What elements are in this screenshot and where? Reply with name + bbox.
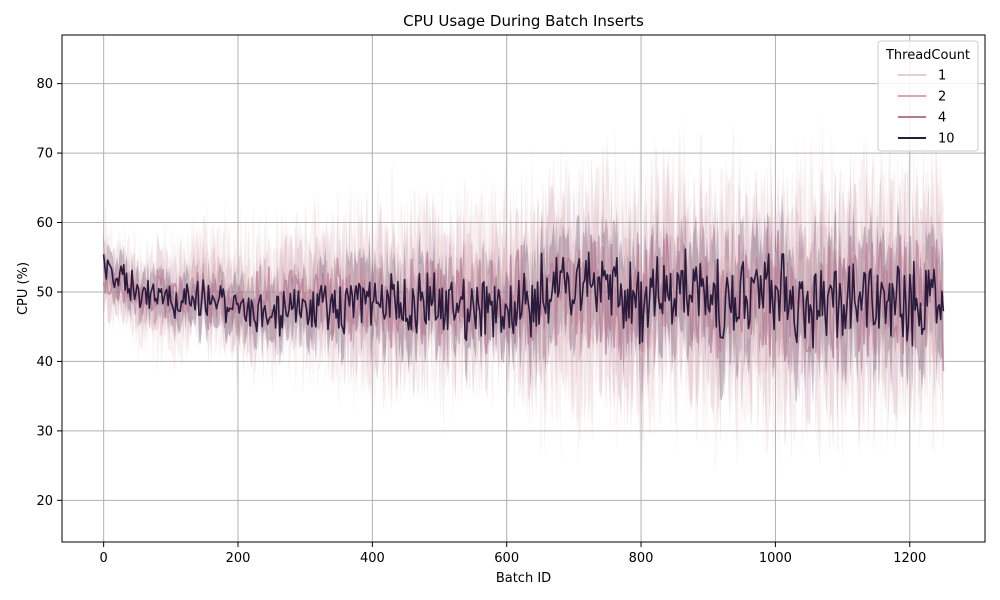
series-line-10: [102, 248, 945, 349]
x-tick-label: 600: [494, 551, 519, 566]
legend-label-1: 1: [938, 69, 946, 84]
legend-label-10: 10: [938, 132, 955, 147]
x-tick-label: 200: [226, 551, 251, 566]
legend-items: 1 2 4 10: [898, 69, 955, 147]
y-tick-label: 50: [36, 285, 53, 300]
x-tick-label: 400: [360, 551, 385, 566]
legend-label-4: 4: [938, 111, 946, 126]
legend-title: ThreadCount: [885, 48, 970, 63]
y-axis-title: CPU (%): [16, 262, 31, 315]
x-tick-label: 0: [100, 551, 108, 566]
x-tick-label: 1200: [893, 551, 926, 566]
y-tick-label: 20: [36, 494, 53, 509]
legend: ThreadCount 1 2 4 10: [877, 40, 979, 152]
plot-frame: [61, 34, 986, 543]
axis-ticks: 0 200 400 600 800 1000 1200 20 30 40 50 60 70 80: [36, 77, 926, 566]
y-tick-label: 70: [36, 147, 53, 162]
legend-box: [877, 40, 979, 152]
y-tick-label: 40: [36, 355, 53, 370]
x-tick-label: 1000: [759, 551, 792, 566]
x-tick-label: 800: [629, 551, 654, 566]
y-tick-label: 80: [36, 77, 53, 92]
chart-title: CPU Usage During Batch Inserts: [403, 12, 644, 30]
x-axis-title: Batch ID: [496, 571, 551, 586]
y-tick-label: 30: [36, 424, 53, 439]
legend-label-2: 2: [938, 90, 946, 105]
series-lines: [102, 207, 945, 379]
y-tick-label: 60: [36, 216, 53, 231]
